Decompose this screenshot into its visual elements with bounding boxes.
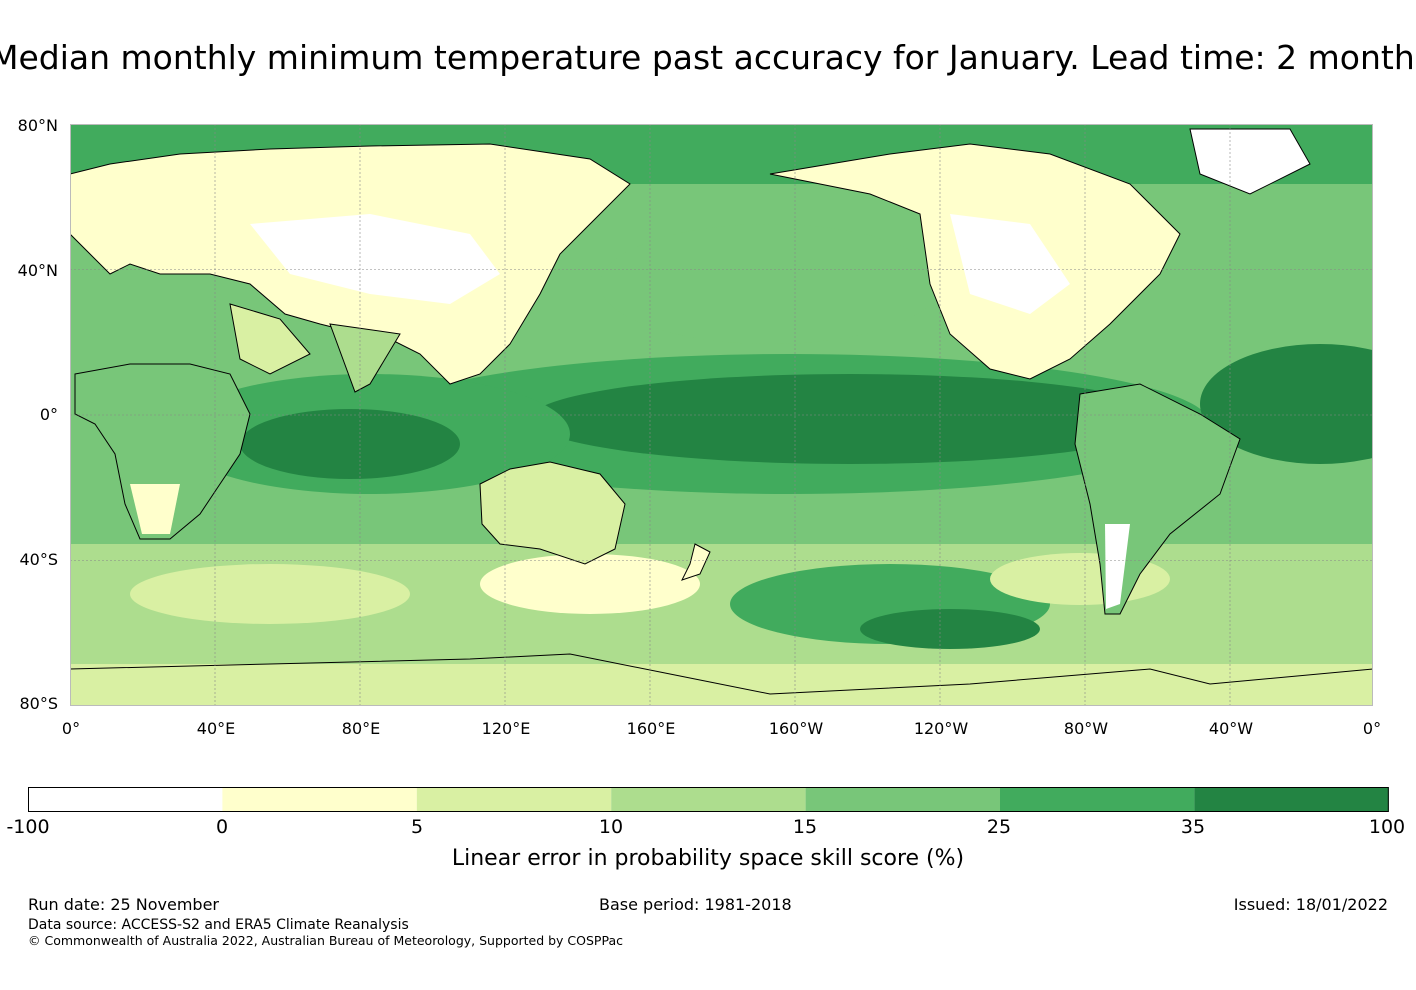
map-title: Median monthly minimum temperature past … — [0, 38, 1415, 77]
colorbar-tick-100: 100 — [1368, 816, 1406, 838]
lon-label-80w: 80°W — [1063, 719, 1109, 738]
south-atlantic-low-skill — [130, 564, 410, 624]
colorbar-outline — [28, 787, 1389, 812]
lon-label-0: 0° — [61, 719, 81, 738]
south-pacific-core — [860, 609, 1040, 649]
colorbar — [28, 787, 1389, 812]
greenland-landmass — [1189, 128, 1311, 195]
lon-label-40w: 40°W — [1208, 719, 1254, 738]
australia-landmass — [479, 461, 626, 565]
lat-label-40s: 40°S — [19, 550, 58, 569]
colorbar-segment-6 — [1000, 787, 1195, 812]
colorbar-tick-35: 35 — [1180, 816, 1206, 838]
base-period: Base period: 1981-2018 — [599, 895, 792, 914]
north-america-low-skill — [950, 214, 1070, 314]
colorbar-tick-10: 10 — [598, 816, 624, 838]
lat-label-40n: 40°N — [17, 261, 58, 280]
colorbar-segment-5 — [805, 787, 1000, 812]
lon-label-120e: 120°E — [481, 719, 531, 738]
graticule — [70, 124, 1373, 706]
arabia-landmass — [229, 303, 311, 375]
copyright-notice: © Commonwealth of Australia 2022, Austra… — [28, 933, 623, 948]
colorbar-segment-4 — [611, 787, 806, 812]
lat-label-equator: 0° — [39, 405, 58, 424]
tropical-pacific-core — [530, 374, 1170, 464]
patagonia-low-skill — [1105, 524, 1130, 609]
lon-label-0-east: 0° — [1362, 719, 1382, 738]
north-pacific-region — [600, 224, 940, 344]
antarctic-band — [70, 664, 1373, 706]
lat-label-80s: 80°S — [19, 694, 58, 713]
data-source: Data source: ACCESS-S2 and ERA5 Climate … — [28, 917, 409, 933]
lon-label-120w: 120°W — [913, 719, 969, 738]
lon-label-40e: 40°E — [196, 719, 236, 738]
colorbar-tick-25: 25 — [986, 816, 1012, 838]
issued-date: Issued: 18/01/2022 — [1233, 895, 1388, 914]
run-date: Run date: 25 November — [28, 895, 219, 914]
tropical-atlantic-region — [1200, 344, 1373, 464]
lon-label-160e: 160°E — [626, 719, 676, 738]
colorbar-tick-15: 15 — [792, 816, 818, 838]
skill-score-map — [70, 124, 1373, 706]
colorbar-segment-3 — [416, 787, 612, 812]
colorbar-segment-1 — [28, 787, 223, 812]
colorbar-segment-7 — [1194, 787, 1389, 812]
lat-label-80n: 80°N — [17, 116, 58, 135]
central-asia-low-skill — [250, 214, 500, 304]
africa-landmass — [74, 363, 251, 540]
lon-label-160w: 160°W — [768, 719, 824, 738]
lon-label-80e: 80°E — [341, 719, 381, 738]
colorbar-tick-minus100: -100 — [6, 816, 50, 838]
colorbar-tick-0: 0 — [215, 816, 229, 838]
colorbar-label: Linear error in probability space skill … — [451, 846, 965, 871]
southern-africa-low-skill — [130, 484, 180, 534]
colorbar-tick-5: 5 — [410, 816, 424, 838]
india-landmass — [329, 323, 401, 393]
map-frame — [70, 124, 1373, 706]
antarctica-coastline — [70, 653, 1373, 706]
indian-ocean-core — [240, 409, 460, 479]
colorbar-segment-2 — [222, 787, 417, 812]
tasman-low-skill — [480, 554, 700, 614]
